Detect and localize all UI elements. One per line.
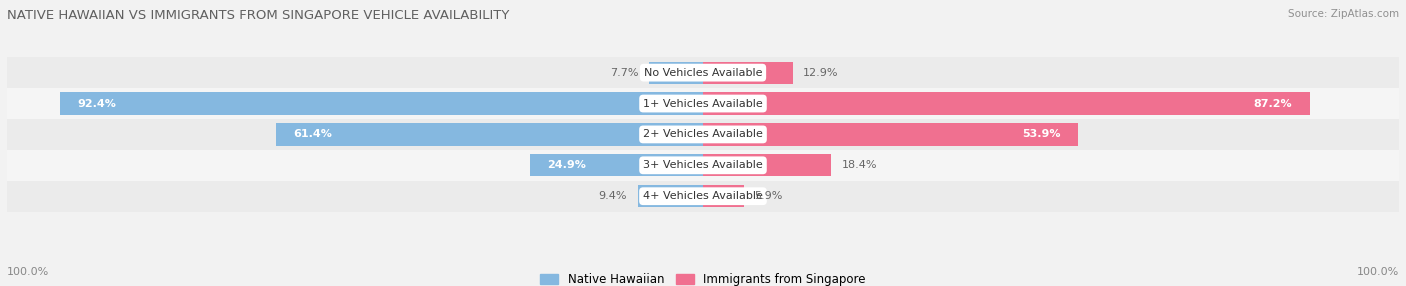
Text: NATIVE HAWAIIAN VS IMMIGRANTS FROM SINGAPORE VEHICLE AVAILABILITY: NATIVE HAWAIIAN VS IMMIGRANTS FROM SINGA…	[7, 9, 509, 21]
Bar	[7, 57, 1399, 88]
Legend: Native Hawaiian, Immigrants from Singapore: Native Hawaiian, Immigrants from Singapo…	[536, 268, 870, 286]
Bar	[637, 185, 703, 207]
Bar	[276, 123, 703, 146]
Text: 2+ Vehicles Available: 2+ Vehicles Available	[643, 130, 763, 139]
Bar	[7, 181, 1399, 212]
Text: 3+ Vehicles Available: 3+ Vehicles Available	[643, 160, 763, 170]
Text: 18.4%: 18.4%	[842, 160, 877, 170]
Text: Source: ZipAtlas.com: Source: ZipAtlas.com	[1288, 9, 1399, 19]
Bar	[7, 119, 1399, 150]
Bar	[703, 92, 1310, 115]
Text: 87.2%: 87.2%	[1254, 99, 1292, 108]
Text: 5.9%: 5.9%	[755, 191, 783, 201]
Bar	[703, 154, 831, 176]
Text: No Vehicles Available: No Vehicles Available	[644, 68, 762, 78]
Text: 4+ Vehicles Available: 4+ Vehicles Available	[643, 191, 763, 201]
Bar	[650, 61, 703, 84]
Bar	[530, 154, 703, 176]
Text: 1+ Vehicles Available: 1+ Vehicles Available	[643, 99, 763, 108]
Text: 100.0%: 100.0%	[7, 267, 49, 277]
Bar	[703, 61, 793, 84]
Bar	[703, 185, 744, 207]
Text: 61.4%: 61.4%	[292, 130, 332, 139]
Text: 12.9%: 12.9%	[803, 68, 839, 78]
Text: 24.9%: 24.9%	[547, 160, 586, 170]
Text: 9.4%: 9.4%	[599, 191, 627, 201]
Text: 92.4%: 92.4%	[77, 99, 117, 108]
Bar	[7, 150, 1399, 181]
Bar	[7, 88, 1399, 119]
Bar	[60, 92, 703, 115]
Text: 7.7%: 7.7%	[610, 68, 638, 78]
Text: 100.0%: 100.0%	[1357, 267, 1399, 277]
Bar	[703, 123, 1078, 146]
Text: 53.9%: 53.9%	[1022, 130, 1060, 139]
